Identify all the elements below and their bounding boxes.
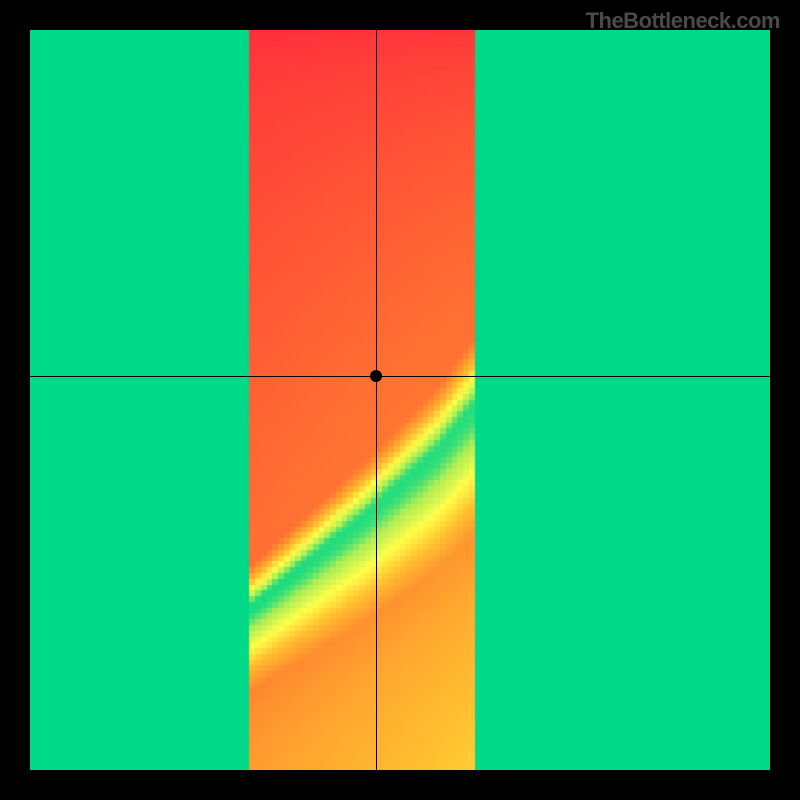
watermark-text: TheBottleneck.com <box>586 8 780 34</box>
crosshair-horizontal <box>30 376 770 377</box>
crosshair-vertical <box>376 30 377 770</box>
bottleneck-heatmap <box>30 30 770 770</box>
chart-container: TheBottleneck.com <box>0 0 800 800</box>
plot-area <box>30 30 770 770</box>
operating-point-marker <box>370 370 382 382</box>
